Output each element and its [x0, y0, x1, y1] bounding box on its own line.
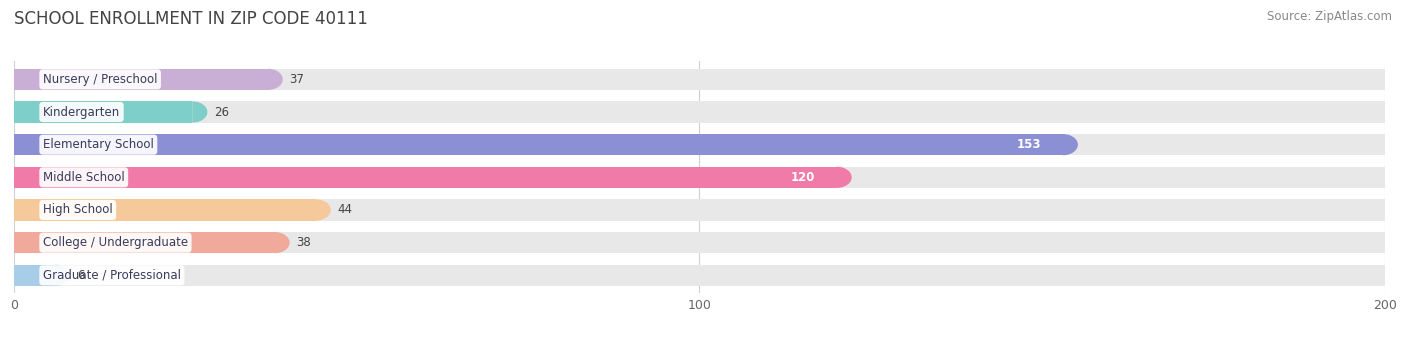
Polygon shape — [0, 199, 14, 221]
Bar — [14, 101, 193, 123]
Bar — [14, 265, 1385, 286]
Text: 44: 44 — [337, 204, 353, 217]
Bar — [14, 69, 1385, 90]
Text: 38: 38 — [297, 236, 311, 249]
Polygon shape — [0, 167, 14, 188]
Polygon shape — [315, 199, 330, 221]
Polygon shape — [837, 167, 852, 188]
Text: 6: 6 — [77, 269, 84, 282]
Polygon shape — [1063, 134, 1078, 155]
Bar — [14, 232, 274, 253]
Text: Nursery / Preschool: Nursery / Preschool — [44, 73, 157, 86]
Text: Middle School: Middle School — [44, 171, 125, 184]
Bar — [14, 101, 1385, 123]
Polygon shape — [0, 167, 14, 188]
Bar — [14, 265, 55, 286]
Polygon shape — [1385, 134, 1400, 155]
Polygon shape — [267, 69, 283, 90]
Bar — [14, 134, 1063, 155]
Bar — [14, 232, 1385, 253]
Text: Source: ZipAtlas.com: Source: ZipAtlas.com — [1267, 10, 1392, 23]
Bar — [14, 134, 1385, 155]
Polygon shape — [1385, 265, 1400, 286]
Text: 26: 26 — [214, 105, 229, 119]
Polygon shape — [1385, 101, 1400, 123]
Text: Elementary School: Elementary School — [44, 138, 153, 151]
Polygon shape — [274, 232, 290, 253]
Text: 120: 120 — [790, 171, 814, 184]
Polygon shape — [0, 265, 14, 286]
Text: 153: 153 — [1017, 138, 1040, 151]
Polygon shape — [0, 101, 14, 123]
Polygon shape — [0, 232, 14, 253]
Text: College / Undergraduate: College / Undergraduate — [44, 236, 188, 249]
Text: Graduate / Professional: Graduate / Professional — [44, 269, 181, 282]
Polygon shape — [1385, 199, 1400, 221]
Text: Kindergarten: Kindergarten — [44, 105, 120, 119]
Polygon shape — [0, 199, 14, 221]
Polygon shape — [0, 69, 14, 90]
Bar — [14, 167, 1385, 188]
Text: High School: High School — [44, 204, 112, 217]
Polygon shape — [1385, 232, 1400, 253]
Polygon shape — [0, 101, 14, 123]
Polygon shape — [1385, 69, 1400, 90]
Polygon shape — [55, 265, 70, 286]
Bar — [14, 167, 837, 188]
Polygon shape — [0, 69, 14, 90]
Polygon shape — [193, 101, 207, 123]
Polygon shape — [0, 265, 14, 286]
Polygon shape — [0, 232, 14, 253]
Polygon shape — [0, 134, 14, 155]
Bar — [14, 199, 1385, 221]
Text: SCHOOL ENROLLMENT IN ZIP CODE 40111: SCHOOL ENROLLMENT IN ZIP CODE 40111 — [14, 10, 368, 28]
Polygon shape — [0, 134, 14, 155]
Bar — [14, 199, 315, 221]
Polygon shape — [1385, 167, 1400, 188]
Bar — [14, 69, 267, 90]
Text: 37: 37 — [290, 73, 305, 86]
